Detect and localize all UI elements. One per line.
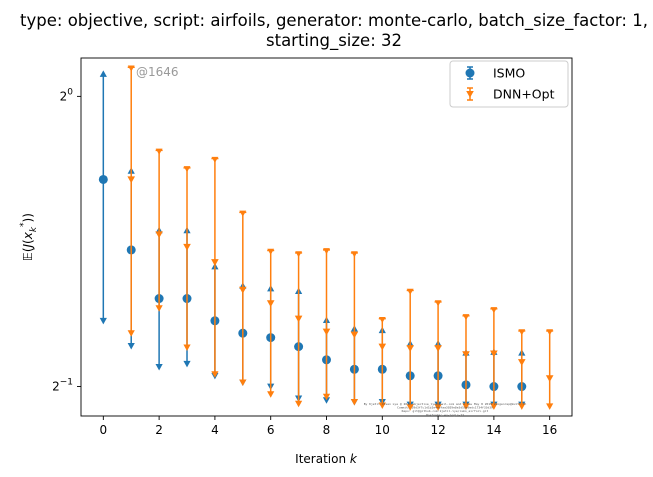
dnn-opt-error-cap-lower xyxy=(462,403,470,410)
legend-dnn-opt-marker xyxy=(466,90,474,98)
ismo-error-cap-lower xyxy=(127,342,135,350)
dnn-opt-error-cap-marker-upper xyxy=(323,248,330,255)
dnn-opt-error-cap-marker-upper xyxy=(546,329,554,336)
dnn-opt-point xyxy=(127,176,136,184)
legend: ISMO DNN+Opt xyxy=(449,60,569,108)
x-tick-label: 6 xyxy=(267,423,275,437)
x-tick-label: 10 xyxy=(375,423,390,437)
ismo-error-cap-lower xyxy=(183,360,191,368)
dnn-opt-error-cap-marker-upper xyxy=(295,251,303,258)
dnn-opt-error-cap-lower xyxy=(155,305,163,312)
x-tick-label: 14 xyxy=(486,423,501,437)
dnn-opt-point xyxy=(517,359,526,366)
ismo-error-cap-upper xyxy=(99,70,107,77)
dnn-opt-error-cap-lower xyxy=(546,403,554,410)
dnn-opt-error-cap-marker-upper xyxy=(490,307,498,314)
legend-box xyxy=(449,60,569,108)
x-tick-label: 8 xyxy=(323,423,331,437)
x-tick-label: 12 xyxy=(430,423,445,437)
chart-title-line2: starting_size: 32 xyxy=(266,31,402,51)
dnn-opt-error-cap-marker-upper xyxy=(350,251,358,258)
dnn-opt-error-cap-marker-upper xyxy=(518,329,526,336)
dnn-opt-point xyxy=(434,345,442,352)
dnn-opt-point xyxy=(406,345,414,352)
dnn-opt-point xyxy=(239,286,247,294)
dnn-opt-error-cap-marker-upper xyxy=(378,316,386,324)
dnn-opt-error-cap-marker-upper xyxy=(127,65,135,72)
x-tick-label: 4 xyxy=(211,423,219,437)
x-tick-label: 16 xyxy=(542,423,557,437)
fine-print: By Kjetil Olsen Lye @ 2019 objective_lye… xyxy=(364,402,527,417)
series-layer xyxy=(98,65,554,411)
dnn-opt-error-cap-marker-upper xyxy=(183,166,191,173)
x-tick-label: 0 xyxy=(99,423,107,437)
dnn-opt-error-cap-lower xyxy=(267,391,275,398)
ismo-error-cap-lower xyxy=(155,364,163,371)
fine-print-line: By Kjetil Olsen Lye @ 2019 objective_lye… xyxy=(364,402,527,406)
ismo-error-cap-lower xyxy=(99,317,107,325)
dnn-opt-error-cap-lower xyxy=(183,344,191,351)
dnn-opt-error-cap-marker-upper xyxy=(239,210,247,217)
annotation-label: @1646 xyxy=(136,65,179,79)
dnn-opt-error-cap-lower xyxy=(434,404,442,411)
dnn-opt-error-cap-lower xyxy=(127,330,135,337)
dnn-opt-error-cap-lower xyxy=(350,398,358,406)
dnn-opt-error-cap-marker-upper xyxy=(267,248,275,255)
dnn-opt-point xyxy=(211,259,219,266)
dnn-opt-error-cap-marker-upper xyxy=(211,156,219,163)
y-tick-label: 20 xyxy=(60,87,74,103)
x-axis-label: Iteration k xyxy=(295,452,358,466)
dnn-opt-point xyxy=(350,331,359,339)
dnn-opt-error-cap-lower xyxy=(322,393,331,401)
dnn-opt-point xyxy=(294,315,303,323)
y-tick-label: 2−1 xyxy=(52,378,73,394)
dnn-opt-error-cap-lower xyxy=(239,379,247,386)
x-tick-label: 2 xyxy=(155,423,163,437)
fine-print-line: Hostname: eu-login-27 xyxy=(426,413,464,417)
y-axis-label: 𝔼(J(xk*)) xyxy=(19,213,39,261)
dnn-opt-error-cap-lower xyxy=(518,403,526,410)
dnn-opt-error-cap-lower xyxy=(295,400,303,408)
dnn-opt-point xyxy=(545,375,554,383)
legend-ismo-marker xyxy=(465,68,475,78)
legend-dnn-opt-label: DNN+Opt xyxy=(493,87,555,102)
dnn-opt-point xyxy=(266,300,275,308)
dnn-opt-error-cap-marker-upper xyxy=(406,288,414,295)
dnn-opt-error-cap-marker-upper xyxy=(155,148,163,155)
dnn-opt-error-cap-lower xyxy=(211,371,219,378)
ismo-point xyxy=(98,174,108,184)
dnn-opt-error-cap-lower xyxy=(378,402,386,409)
dnn-opt-error-cap-marker-upper xyxy=(434,300,442,307)
fine-print-line: Repo: git@github.com:kjetil-lye/ismo_air… xyxy=(402,409,489,413)
axis-ticks: 0 2 4 6 8 10 12 14 16 20 2−1 xyxy=(52,87,557,437)
dnn-opt-point xyxy=(322,328,331,336)
dnn-opt-point xyxy=(490,350,498,358)
fine-print-line: Commit: 39d3f7c1d1b2e44bfaa3029e8e3d50e6… xyxy=(397,406,493,410)
legend-ismo-label: ISMO xyxy=(493,66,525,81)
dnn-opt-error-cap-lower xyxy=(490,403,498,410)
dnn-opt-point xyxy=(183,243,191,251)
dnn-opt-point xyxy=(378,343,387,351)
ismo-error-cap-lower xyxy=(322,397,331,404)
dnn-opt-error-cap-marker-upper xyxy=(462,314,470,321)
dnn-opt-error-cap-lower xyxy=(406,404,414,411)
dnn-opt-point xyxy=(155,231,163,239)
dnn-opt-point xyxy=(462,351,470,359)
chart-title-line1: type: objective, script: airfoils, gener… xyxy=(20,11,648,31)
